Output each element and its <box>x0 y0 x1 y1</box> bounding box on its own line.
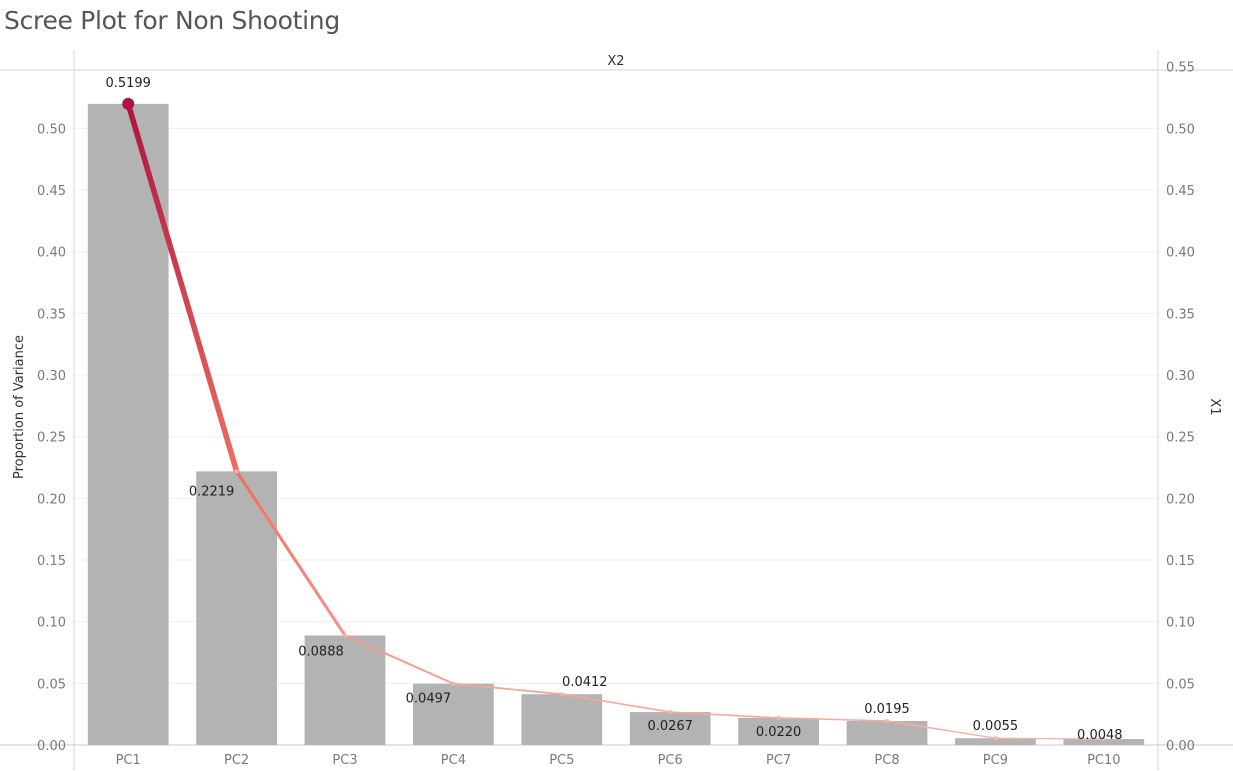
data-label: 0.0267 <box>647 719 693 734</box>
trend-point <box>668 710 673 715</box>
y-tick-label-right: 0.30 <box>1166 369 1195 384</box>
x-tick-label: PC3 <box>332 753 357 768</box>
bar-pc1 <box>87 103 169 746</box>
data-label: 0.0055 <box>973 719 1019 734</box>
data-label: 0.0497 <box>406 692 452 707</box>
trend-line <box>122 97 1106 742</box>
axes: X2 PC1 PC2 PC3 PC4 PC5 PC6 PC7 PC8 PC9 PC10 0.00 0.0… <box>12 54 1222 768</box>
x-tick-label: PC1 <box>116 753 141 768</box>
trend-point <box>993 736 998 741</box>
bar-pc10 <box>1063 739 1145 745</box>
x-tick-label: PC10 <box>1087 753 1120 768</box>
y-tick-label-left: 0.35 <box>37 307 66 322</box>
y-tick-label-left: 0.15 <box>37 554 66 569</box>
y-tick-label-left: 0.50 <box>37 122 66 137</box>
x-tick-label: PC4 <box>441 753 466 768</box>
trend-point <box>122 97 135 110</box>
x-tick-label: PC2 <box>224 753 249 768</box>
data-label: 0.0048 <box>1077 728 1123 743</box>
data-label: 0.0195 <box>864 702 910 717</box>
chart-frame <box>0 50 1233 770</box>
trend-point <box>776 715 781 720</box>
data-label: 0.2219 <box>189 484 235 499</box>
trend-segment <box>125 101 240 475</box>
trend-point <box>885 718 889 723</box>
bars <box>87 103 1145 746</box>
trend-segment <box>343 634 455 685</box>
x-tick-label: PC7 <box>766 753 791 768</box>
y-tick-label-left: 0.20 <box>37 492 66 507</box>
y-tick-label-right: 0.00 <box>1166 739 1195 754</box>
y-tick-label-right: 0.35 <box>1166 307 1195 322</box>
y-tick-label-right: 0.40 <box>1166 246 1195 261</box>
bar-pc2 <box>196 471 277 745</box>
trend-segment <box>452 682 563 696</box>
trend-point <box>1101 737 1106 742</box>
bar-pc3 <box>304 635 386 745</box>
trend-point <box>234 469 239 474</box>
trend-point <box>559 692 564 697</box>
data-label: 0.0888 <box>298 644 344 659</box>
y-tick-label-right: 0.50 <box>1166 122 1195 137</box>
column-header: X2 <box>607 54 624 69</box>
trend-segment <box>235 469 347 638</box>
data-label: 0.5199 <box>105 76 151 91</box>
y-tick-label-right: 0.55 <box>1166 61 1195 76</box>
y-tick-label-right: 0.45 <box>1166 184 1195 199</box>
trend-segment <box>669 711 780 719</box>
data-label: 0.0412 <box>562 675 608 690</box>
bar-pc6 <box>629 712 711 745</box>
bar-pc9 <box>955 738 1036 745</box>
y-tick-label-left: 0.40 <box>37 246 66 261</box>
y-tick-label-left: 0.00 <box>37 739 66 754</box>
data-labels: 0.5199 0.2219 0.0888 0.0497 0.0412 0.0267 0.02… <box>105 76 1122 743</box>
y-tick-label-left: 0.30 <box>37 369 66 384</box>
bar-pc7 <box>738 717 819 745</box>
y-tick-label-left: 0.25 <box>37 431 66 446</box>
trend-segment <box>560 693 672 713</box>
trend-point <box>343 633 347 638</box>
y-tick-label-right: 0.05 <box>1166 677 1195 692</box>
y-tick-label-left: 0.05 <box>37 677 66 692</box>
bar-pc5 <box>521 694 603 745</box>
x-tick-label: PC8 <box>874 753 899 768</box>
bar-pc8 <box>846 720 928 745</box>
data-label: 0.0220 <box>756 725 802 740</box>
trend-segment <box>886 720 997 739</box>
y-axis-title: Proportion of Variance <box>12 335 27 479</box>
x-tick-label: PC6 <box>658 753 683 768</box>
trend-point <box>451 681 456 686</box>
y-axis-title-right: X1 <box>1207 398 1222 415</box>
y-tick-label-right: 0.15 <box>1166 554 1195 569</box>
trend-segment <box>777 717 888 722</box>
x-tick-label: PC9 <box>983 753 1008 768</box>
trend-segment <box>994 737 1105 740</box>
bar-pc4 <box>413 683 494 745</box>
y-tick-label-left: 0.10 <box>37 616 66 631</box>
y-tick-label-right: 0.25 <box>1166 431 1195 446</box>
y-tick-label-right: 0.10 <box>1166 616 1195 631</box>
x-tick-label: PC5 <box>549 753 574 768</box>
chart-title: Scree Plot for Non Shooting <box>4 6 340 35</box>
y-tick-label-left: 0.45 <box>37 184 66 199</box>
y-tick-label-right: 0.20 <box>1166 492 1195 507</box>
